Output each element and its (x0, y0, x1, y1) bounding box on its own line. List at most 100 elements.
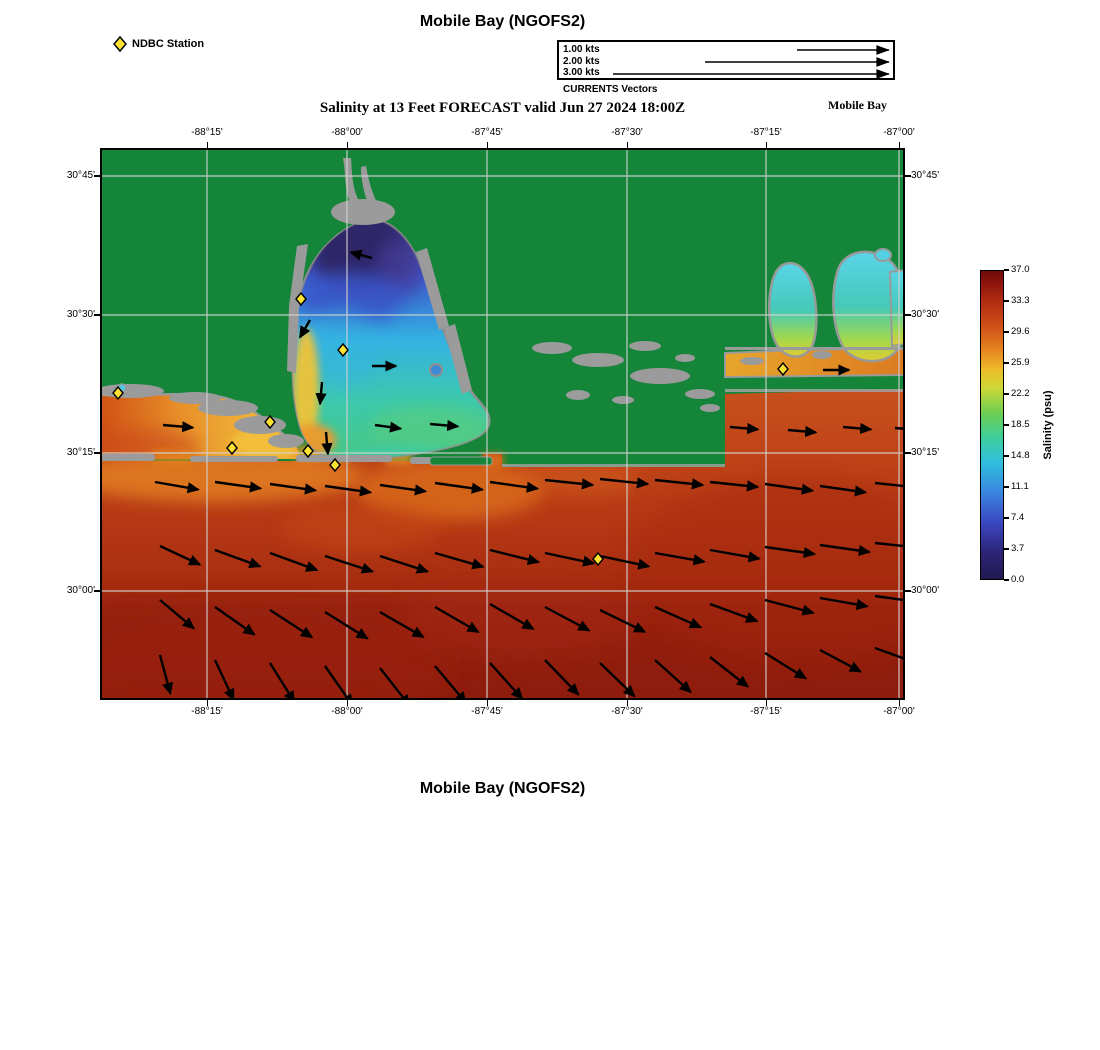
vector-scale-arrows (613, 45, 890, 78)
current-vector-arrow (874, 594, 905, 602)
current-vector-arrow (709, 548, 761, 563)
x-axis-tick-mark (898, 700, 900, 706)
current-vectors-layer (154, 249, 905, 700)
current-vector-arrow (379, 483, 428, 496)
ndbc-station-marker (592, 551, 604, 567)
eastern-bays-water (724, 248, 905, 379)
current-vector-arrow (819, 648, 863, 673)
y-axis-tick-mark (94, 175, 100, 177)
colorbar-tick-label: 3.7 (1011, 543, 1025, 554)
colorbar-tick-mark (1004, 393, 1009, 395)
small-lake (429, 363, 443, 377)
current-vector-arrow (544, 478, 595, 490)
x-axis-tick-mark (486, 142, 488, 148)
ndbc-station-marker (302, 443, 314, 459)
y-axis-tick-label-left: 30°00' (66, 585, 95, 596)
current-vector-arrow (374, 421, 403, 433)
x-axis-tick-mark (206, 142, 208, 148)
y-axis-tick-label-right: 30°00' (911, 585, 940, 596)
current-vector-arrow (544, 659, 580, 696)
x-axis-tick-label-bottom: -88°00' (331, 706, 363, 717)
current-vector-arrow (729, 422, 760, 435)
current-vector-arrow (315, 381, 327, 406)
current-vector-arrow (874, 481, 905, 488)
vector-scale-label: 1.00 kts (563, 44, 600, 55)
current-vector-arrow (842, 422, 873, 435)
ndbc-station-marker (777, 361, 789, 377)
current-vector-arrow (269, 551, 319, 572)
current-vector-arrow (764, 651, 808, 680)
current-vector-arrow (709, 602, 759, 623)
y-axis-tick-mark (905, 590, 911, 592)
page-title: Mobile Bay (NGOFS2) (419, 13, 586, 30)
y-axis-tick-label-left: 30°45' (66, 170, 95, 181)
current-vector-arrow (544, 551, 596, 567)
colorbar-tick-label: 22.2 (1011, 388, 1030, 399)
current-vector-arrow (489, 662, 524, 700)
current-vector-arrow (764, 545, 817, 559)
current-vector-arrow (214, 480, 263, 493)
current-vector-arrow (544, 605, 591, 632)
colorbar-tick-mark (1004, 300, 1009, 302)
colorbar-tick-label: 37.0 (1011, 264, 1030, 275)
colorbar-tick-mark (1004, 455, 1009, 457)
current-vector-arrow (599, 662, 636, 698)
map-frame (100, 148, 905, 700)
colorbar-tick-mark (1004, 269, 1009, 271)
current-vector-arrow (874, 541, 905, 548)
ndbc-station-icon (113, 36, 127, 52)
current-vector-arrow (599, 477, 650, 489)
x-axis-tick-label-top: -88°00' (331, 127, 363, 138)
x-axis-tick-label-top: -87°00' (883, 127, 915, 138)
current-vector-arrow (154, 480, 200, 494)
y-axis-tick-label-right: 30°30' (911, 309, 940, 320)
colorbar-tick-mark (1004, 486, 1009, 488)
x-axis-tick-mark (626, 142, 628, 148)
colorbar-tick-mark (1004, 362, 1009, 364)
current-vector-arrow (819, 596, 869, 610)
x-axis-tick-mark (206, 700, 208, 706)
current-vector-arrow (429, 419, 460, 432)
bottom-title: Mobile Bay (NGOFS2) (419, 780, 586, 797)
ndbc-station-legend: NDBC Station (112, 36, 204, 52)
x-axis-tick-label-top: -87°45' (471, 127, 503, 138)
current-vector-arrow (159, 544, 202, 566)
current-vector-arrow (321, 431, 333, 456)
colorbar-tick-mark (1004, 331, 1009, 333)
x-axis-tick-label-top: -88°15' (191, 127, 223, 138)
x-axis-tick-mark (765, 142, 767, 148)
forecast-subtitle: Salinity at 13 Feet FORECAST valid Jun 2… (319, 100, 686, 116)
current-vector-arrow (324, 554, 375, 574)
x-axis-tick-label-bottom: -87°00' (883, 706, 915, 717)
current-vector-arrow (379, 610, 425, 639)
ndbc-station-marker (226, 440, 238, 456)
x-axis-tick-label-bottom: -87°30' (611, 706, 643, 717)
y-axis-tick-label-right: 30°45' (911, 170, 940, 181)
current-vector-arrow (214, 548, 262, 569)
ndbc-station-marker (337, 342, 349, 358)
y-axis-tick-mark (94, 590, 100, 592)
ndbc-station-marker (264, 414, 276, 430)
x-axis-tick-mark (486, 700, 488, 706)
x-axis-tick-label-bottom: -87°15' (750, 706, 782, 717)
current-vector-arrow (434, 551, 485, 570)
colorbar-title: Salinity (psu) (1042, 390, 1054, 460)
current-vector-arrow (787, 425, 818, 438)
colorbar-gradient (981, 271, 1003, 579)
colorbar-tick-label: 7.4 (1011, 512, 1025, 523)
current-vector-arrow (819, 543, 872, 557)
graticule-gridlines (100, 148, 905, 700)
current-vector-arrow (819, 484, 868, 497)
current-vector-arrow (434, 605, 480, 634)
y-axis-tick-label-left: 30°15' (66, 447, 95, 458)
current-vector-arrow (268, 662, 296, 700)
current-vector-arrow (324, 610, 369, 640)
current-vector-arrow (434, 481, 485, 494)
current-vector-arrow (654, 605, 703, 629)
x-axis-tick-label-bottom: -87°45' (471, 706, 503, 717)
colorbar-tick-mark (1004, 424, 1009, 426)
y-axis-tick-mark (905, 175, 911, 177)
current-vector-arrow (709, 656, 750, 688)
y-axis-tick-mark (905, 314, 911, 316)
colorbar-tick-label: 18.5 (1011, 419, 1030, 430)
